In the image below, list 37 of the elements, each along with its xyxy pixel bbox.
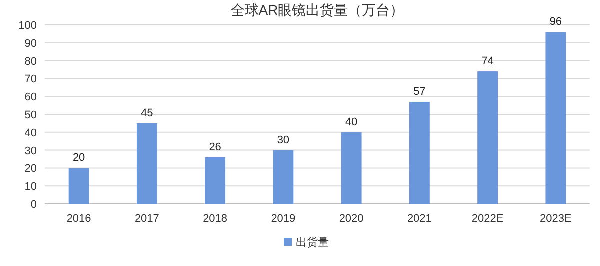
- y-tick-label: 20: [24, 163, 37, 176]
- x-tick-label: 2018: [203, 213, 228, 225]
- data-label: 20: [72, 152, 86, 164]
- y-tick-label: 30: [24, 145, 37, 158]
- data-label: 74: [482, 56, 494, 68]
- y-tick-label: 40: [24, 127, 37, 140]
- bar: [136, 123, 158, 204]
- bar: [409, 102, 430, 204]
- data-label: 26: [209, 141, 222, 154]
- y-tick-label: 80: [24, 56, 37, 68]
- y-tick-label: 90: [24, 38, 37, 50]
- bar: [478, 72, 498, 204]
- bar: [546, 32, 566, 204]
- y-tick-label: 10: [24, 181, 37, 194]
- data-label: 96: [550, 16, 562, 28]
- data-label: 57: [414, 86, 426, 98]
- x-tick-label: 2023E: [540, 213, 572, 225]
- y-tick-label: 50: [24, 110, 37, 122]
- bar: [341, 132, 362, 204]
- chart-title: 全球AR眼镜出货量（万台）: [230, 2, 404, 18]
- x-tick-label: 2022E: [472, 213, 504, 225]
- y-tick-label: 70: [24, 74, 37, 86]
- y-tick-label: 0: [30, 199, 37, 211]
- bar: [205, 157, 226, 204]
- legend-label: 出货量: [296, 236, 329, 249]
- bar: [68, 168, 90, 204]
- x-tick-label: 2021: [407, 213, 432, 225]
- y-tick-label: 100: [18, 20, 37, 32]
- x-tick-label: 2019: [271, 213, 296, 225]
- data-label: 45: [141, 107, 154, 120]
- x-tick-label: 2020: [339, 213, 364, 225]
- bar: [273, 150, 294, 204]
- x-tick-label: 2016: [66, 213, 92, 225]
- x-tick-label: 2017: [134, 213, 160, 225]
- data-label: 30: [277, 134, 290, 146]
- y-tick-label: 60: [24, 92, 37, 104]
- data-label: 40: [345, 116, 358, 128]
